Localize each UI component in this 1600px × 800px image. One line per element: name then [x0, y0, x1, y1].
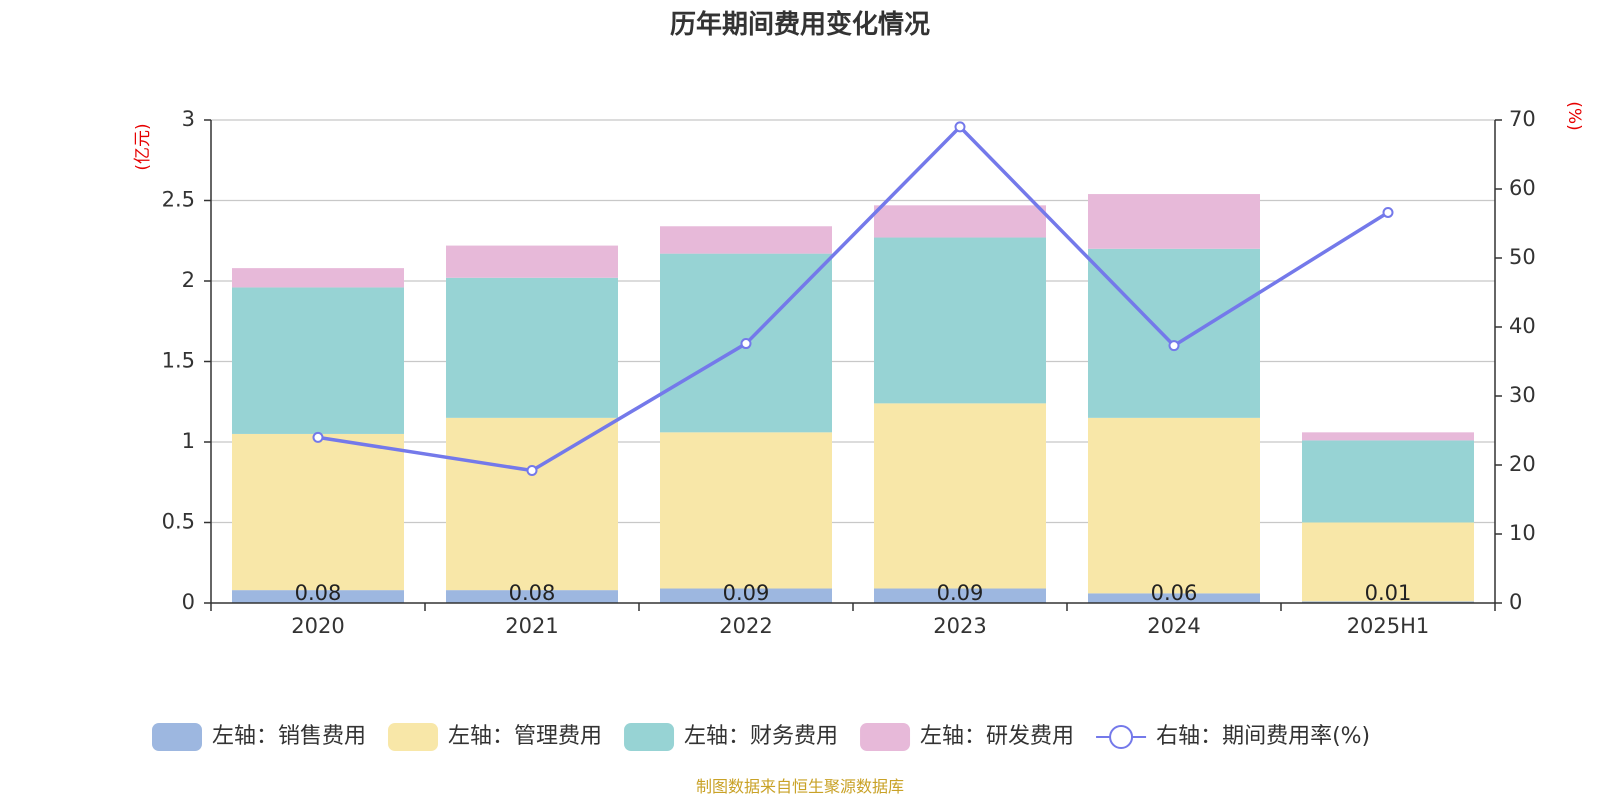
legend-item: 左轴：研发费用 [860, 723, 1074, 751]
legend-swatch [624, 723, 675, 751]
right-axis-tick-label: 0 [1509, 590, 1522, 614]
source-note: 制图数据来自恒生聚源数据库 [696, 777, 904, 796]
bar-segment [660, 226, 832, 254]
bar-segment [232, 433, 404, 591]
bar-segment [1088, 417, 1260, 594]
bar-segment [232, 590, 404, 603]
bar-segment [874, 205, 1046, 238]
bar-data-label: 0.08 [509, 581, 556, 605]
bar-segment [1302, 601, 1474, 603]
x-axis-tick-label: 2021 [505, 614, 558, 638]
legend-item: 左轴：销售费用 [152, 723, 366, 751]
bar-data-label: 0.09 [723, 581, 770, 605]
bar-data-label: 0.08 [295, 581, 342, 605]
x-axis-tick-label: 2022 [719, 614, 772, 638]
bar-segment [874, 237, 1046, 404]
left-axis-tick-label: 1.5 [162, 349, 195, 373]
left-axis-tick-label: 0.5 [162, 510, 195, 534]
bars: 0.08 0.08 0.09 0.09 0.06 0.01 [232, 194, 1474, 605]
legend-label: 左轴：研发费用 [920, 724, 1074, 749]
left-axis-tick-label: 2 [182, 268, 195, 292]
expense-rate-line [312, 121, 1394, 477]
x-axis-tick-label: 2024 [1147, 614, 1200, 638]
bar-segment [446, 245, 618, 278]
legend-label: 左轴：管理费用 [448, 724, 602, 749]
left-axis-tick-label: 2.5 [162, 188, 195, 212]
legend-item: 左轴：财务费用 [624, 723, 838, 751]
right-axis-tick-label: 30 [1509, 383, 1536, 407]
right-axis-tick-label: 10 [1509, 521, 1536, 545]
right-axis-unit: (%) [1564, 101, 1584, 130]
bar-segment [1302, 432, 1474, 441]
bar-segment [446, 277, 618, 418]
right-axis-tick-label: 50 [1509, 245, 1536, 269]
bar-segment [446, 590, 618, 603]
bar-data-label: 0.09 [937, 581, 984, 605]
expense-rate-point [1382, 206, 1394, 218]
bar-segment [232, 287, 404, 434]
right-axis-tick-label: 70 [1509, 107, 1536, 131]
x-axis-tick-label: 2025H1 [1347, 614, 1430, 638]
expense-rate-point [312, 431, 324, 443]
left-axis-tick-label: 1 [182, 429, 195, 453]
x-axis-tick-label: 2023 [933, 614, 986, 638]
expense-rate-polyline [317, 125, 1389, 473]
bar-segment [1302, 522, 1474, 602]
expense-rate-point [954, 121, 966, 133]
bar-segment [660, 432, 832, 589]
legend-item: 左轴：管理费用 [388, 723, 602, 751]
right-axis-tick-label: 60 [1509, 176, 1536, 200]
bar-segment [660, 588, 832, 603]
bar-segment [446, 417, 618, 591]
x-axis-tick-label: 2020 [291, 614, 344, 638]
legend-swatch [152, 723, 202, 751]
legend-label: 左轴：财务费用 [684, 724, 838, 749]
bar-data-label: 0.06 [1151, 581, 1198, 605]
expense-rate-point [1168, 340, 1180, 352]
bar-segment [1088, 248, 1260, 418]
legend-label: 左轴：销售费用 [212, 724, 366, 749]
right-axis-tick-label: 40 [1509, 314, 1536, 338]
chart-title: 历年期间费用变化情况 [670, 9, 930, 40]
legend-circle-swatch [1109, 725, 1134, 749]
bar-segment [232, 268, 404, 288]
legend-swatch [860, 723, 911, 751]
left-axis-tick-label: 3 [182, 107, 195, 131]
bar-segment [1302, 440, 1474, 523]
bar-data-label: 0.01 [1365, 581, 1412, 605]
left-axis-tick-label: 0 [182, 590, 195, 614]
legend-item: 右轴：期间费用率(%) [1096, 724, 1370, 749]
expense-rate-point [526, 465, 538, 477]
expense-rate-point [740, 338, 752, 350]
right-axis-tick-label: 20 [1509, 452, 1536, 476]
gridlines [211, 119, 1495, 524]
bar-segment [1088, 194, 1260, 249]
legend-label: 右轴：期间费用率(%) [1156, 724, 1370, 749]
legend: 左轴：销售费用 左轴：管理费用 左轴：财务费用 左轴：研发费用 右轴：期间费用率(%) [152, 723, 1370, 751]
bar-segment [874, 403, 1046, 589]
bar-segment [1088, 593, 1260, 603]
bar-segment [874, 588, 1046, 603]
left-axis-unit: (亿元) [133, 123, 153, 170]
legend-swatch [388, 723, 439, 751]
